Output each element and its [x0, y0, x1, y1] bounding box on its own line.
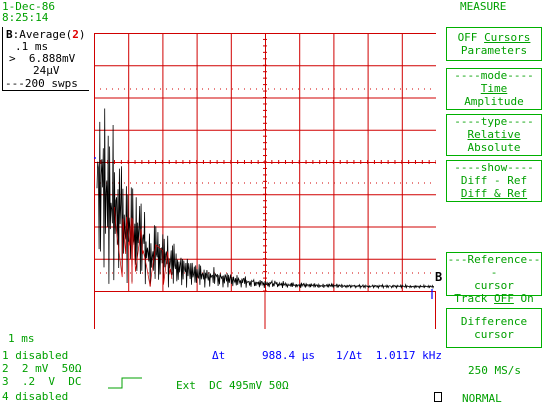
type-button[interactable]: ----type---- Relative Absolute	[446, 114, 542, 156]
mode-time-option[interactable]: Time	[480, 82, 508, 95]
channel-3-status: 3 .2 V DC	[2, 375, 82, 388]
cursor-delta: 24µV	[33, 64, 60, 77]
type-relative-option[interactable]: Relative	[467, 128, 521, 141]
mode-title: MEASURE	[460, 0, 507, 13]
mode-title-text: mode	[480, 69, 508, 82]
mode-button[interactable]: ----mode---- Time Amplitude	[446, 68, 542, 110]
show-button[interactable]: ----show---- Diff - Ref Diff & Ref	[446, 160, 542, 202]
reference-title-text: Reference	[467, 253, 528, 266]
trace-timebase: .1 ms	[15, 40, 49, 53]
date-label: 1-Dec-86	[2, 0, 55, 13]
cursor-value: > 6.888mV	[9, 52, 76, 65]
trigger-status: Ext DC 495mV 50Ω	[176, 379, 289, 392]
trace-info-panel: B:Average(2) .1 ms > 6.888mV 24µV ---200…	[2, 27, 89, 91]
type-title-text: type	[480, 115, 508, 128]
trigger-edge-icon	[108, 377, 142, 389]
stop-indicator-icon	[434, 392, 442, 402]
waveform-trace	[96, 108, 435, 290]
parameters-label: Parameters	[460, 44, 528, 57]
delta-t-value: 988.4 µs	[262, 349, 315, 362]
type-section-title: ----type----	[454, 115, 534, 128]
difference-cursor-button[interactable]: Difference cursor	[446, 308, 542, 348]
cursors-parameters-button[interactable]: OFF Cursors Parameters	[446, 27, 542, 61]
track-label: Track	[454, 292, 494, 305]
time-label: 8:25:14	[2, 11, 49, 24]
type-absolute-option[interactable]: Absolute	[467, 141, 521, 154]
trace-marker-b: B	[435, 270, 443, 284]
reference-cursor-label: cursor	[474, 279, 514, 292]
cursors-label: Cursors	[484, 31, 531, 44]
reference-track-line: Track OFF On	[447, 292, 541, 305]
track-on-option[interactable]: On	[513, 292, 534, 305]
waveform-trace-red	[114, 206, 173, 287]
difference-cursor-label: cursor	[474, 328, 514, 341]
delta-t-label: Δt	[212, 349, 226, 362]
sample-rate: 250 MS/s	[468, 364, 521, 377]
cursors-off-label: OFF	[457, 31, 485, 44]
trace-letter: B	[6, 28, 13, 41]
track-off-option[interactable]: OFF	[494, 292, 514, 305]
trace-function-close: )	[78, 28, 86, 41]
reference-section-title: ---Reference---	[447, 253, 541, 279]
show-diff-minus-ref-option[interactable]: Diff - Ref	[460, 174, 528, 187]
channel-2-status: 2 2 mV 50Ω	[2, 362, 82, 375]
trace-source: 2	[72, 28, 79, 41]
mode-amplitude-option[interactable]: Amplitude	[464, 95, 524, 108]
sweep-count: ---200 swps	[5, 77, 78, 90]
channel-4-status: 4 disabled	[2, 390, 69, 403]
acquisition-mode: NORMAL	[462, 392, 502, 405]
difference-label: Difference	[460, 315, 528, 328]
reference-cursor-button[interactable]: ---Reference--- cursor Track OFF On	[446, 252, 542, 305]
sweep-count-value: 200 swps	[24, 77, 78, 90]
mode-section-title: ----mode----	[454, 69, 534, 82]
show-diff-and-ref-option[interactable]: Diff & Ref	[460, 187, 528, 200]
cursor-lines	[94, 88, 436, 299]
frequency-readout: 1/Δt 1.0117 kHz	[336, 349, 442, 362]
show-title-text: show	[480, 161, 508, 174]
trace-function-line: B:Average(2)	[6, 29, 85, 41]
channel-1-status: 1 disabled	[2, 349, 69, 362]
timebase-label: 1 ms	[8, 332, 35, 345]
show-section-title: ----show----	[454, 161, 534, 174]
trace-function: :Average(	[12, 28, 73, 41]
scope-display[interactable]	[94, 33, 436, 329]
